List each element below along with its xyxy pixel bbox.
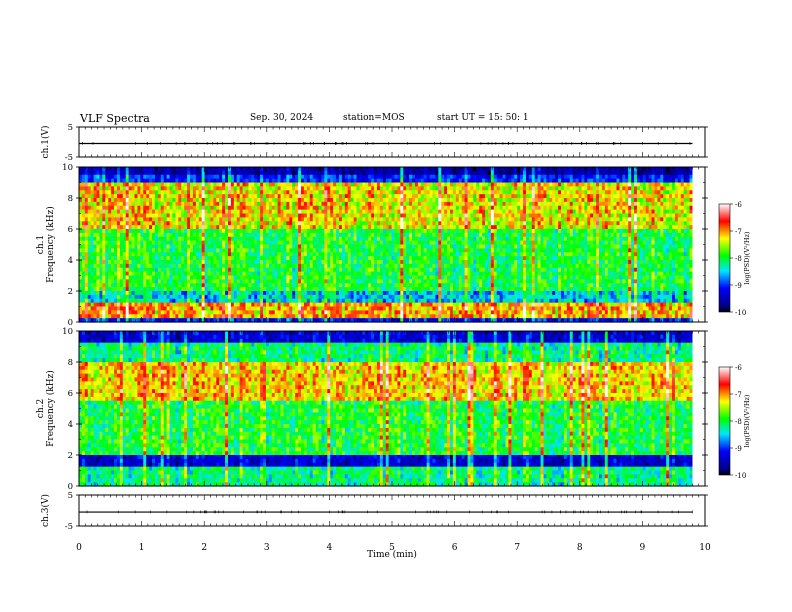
x-tick-label: 8 xyxy=(577,543,583,553)
y-axis-label: Frequency (kHz) xyxy=(45,370,56,447)
y-tick-label: 8 xyxy=(68,194,73,204)
colorbar-tick-label: -6 xyxy=(735,364,742,372)
spectrogram-1 xyxy=(79,167,705,323)
x-tick-label: 7 xyxy=(514,543,520,553)
y-tick-label: -5 xyxy=(65,153,73,163)
y-tick-label: 2 xyxy=(68,451,73,461)
y-tick-label: -5 xyxy=(65,522,73,532)
colorbar-tick-label: -7 xyxy=(735,228,742,236)
y-tick-label: 6 xyxy=(68,225,73,235)
x-tick-label: 5 xyxy=(389,543,395,553)
y-tick-label: 4 xyxy=(68,256,73,266)
y-tick-label: 5 xyxy=(68,123,73,133)
y-tick-label: 6 xyxy=(68,389,73,399)
colorbar-tick-label: -9 xyxy=(735,282,742,290)
station-label: station=MOS xyxy=(343,113,405,123)
colorbar-label: log(PSD)(V²/Hz) xyxy=(743,394,751,447)
y-tick-label: 8 xyxy=(68,358,73,368)
y-tick-label: 0 xyxy=(68,482,73,492)
colorbar-tick-label: -7 xyxy=(735,391,742,399)
y-tick-label: 10 xyxy=(62,327,73,337)
y-tick-label: 10 xyxy=(62,163,73,173)
colorbar xyxy=(718,366,731,476)
x-axis-label: Time (min) xyxy=(367,549,417,560)
colorbar-tick-label: -6 xyxy=(735,201,742,209)
colorbar-tick-label: -8 xyxy=(735,418,742,426)
x-tick-label: 1 xyxy=(139,543,145,553)
y-axis-label: ch.3(V) xyxy=(40,494,51,527)
x-tick-label: 3 xyxy=(264,543,270,553)
x-tick-label: 0 xyxy=(76,543,82,553)
colorbar-tick-label: -8 xyxy=(735,255,742,263)
x-tick-label: 2 xyxy=(201,543,207,553)
date-label: Sep. 30, 2024 xyxy=(250,113,314,123)
y-axis-label: ch.1 xyxy=(36,235,46,254)
y-axis-label: Frequency (kHz) xyxy=(45,206,56,283)
x-tick-label: 6 xyxy=(452,543,458,553)
x-tick-label: 9 xyxy=(640,543,646,553)
colorbar-tick-label: -9 xyxy=(735,445,742,453)
x-tick-label: 10 xyxy=(699,543,711,553)
colorbar-label: log(PSD)(V²/Hz) xyxy=(743,231,751,284)
x-tick-label: 4 xyxy=(327,543,333,553)
start-time-label: start UT = 15: 50: 1 xyxy=(437,113,529,123)
colorbar-tick-label: -10 xyxy=(735,472,746,480)
waveform-0 xyxy=(79,142,693,145)
colorbar xyxy=(718,203,731,313)
y-tick-label: 4 xyxy=(68,420,73,430)
y-tick-label: 2 xyxy=(68,287,73,297)
waveform-3 xyxy=(79,510,693,514)
colorbar-tick-label: -10 xyxy=(735,309,746,317)
y-axis-label: ch.1(V) xyxy=(40,126,51,159)
chart-title: VLF Spectra xyxy=(80,112,150,125)
spectrogram-2 xyxy=(79,331,705,487)
y-axis-label: ch.2 xyxy=(36,399,46,418)
y-tick-label: 5 xyxy=(68,491,73,501)
y-tick-label: 0 xyxy=(68,318,73,328)
